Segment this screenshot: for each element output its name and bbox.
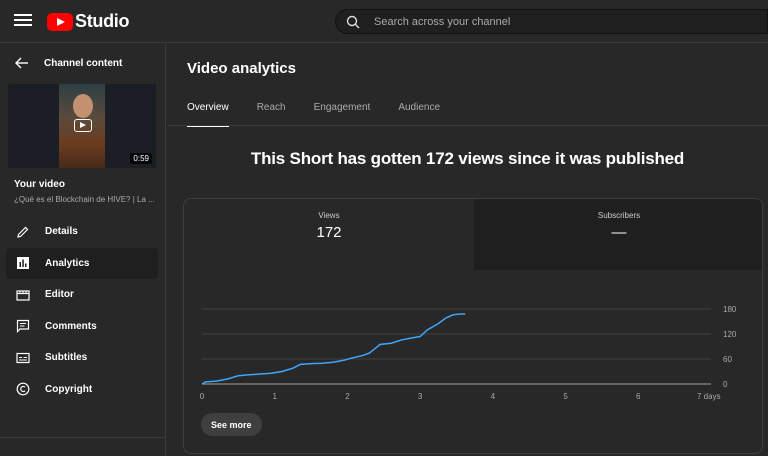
views-line-chart: 0 60 120 180 0 1 2 3 4 5 6 7 days xyxy=(200,305,737,401)
sidebar-item-label: Copyright xyxy=(45,383,93,395)
y-tick-label: 180 xyxy=(723,305,737,314)
back-label: Channel content xyxy=(44,57,123,69)
video-thumbnail[interactable]: 0:59 xyxy=(8,84,156,168)
analytics-tabs: Overview Reach Engagement Audience xyxy=(187,102,468,127)
x-tick-label: 0 xyxy=(200,392,205,401)
studio-logo[interactable]: Studio xyxy=(47,11,129,32)
hamburger-menu-icon[interactable] xyxy=(14,12,32,30)
y-tick-label: 0 xyxy=(723,380,728,389)
play-icon xyxy=(74,119,92,132)
back-to-channel-content[interactable]: Channel content xyxy=(0,50,166,76)
sidebar-item-label: Analytics xyxy=(45,257,90,269)
tab-engagement[interactable]: Engagement xyxy=(313,102,371,113)
metric-label: Views xyxy=(318,211,340,220)
y-tick-label: 60 xyxy=(723,355,732,364)
copyright-icon xyxy=(15,381,31,397)
sidebar-item-label: Subtitles xyxy=(45,352,88,364)
sidebar-divider xyxy=(0,437,166,438)
main-content: Video analytics Overview Reach Engagemen… xyxy=(167,44,768,456)
metric-views-tab[interactable]: Views 172 xyxy=(184,199,474,270)
x-tick-label: 4 xyxy=(491,392,496,401)
x-tick-label: 1 xyxy=(272,392,277,401)
metric-subscribers-tab[interactable]: Subscribers — xyxy=(474,199,762,270)
sidebar-item-analytics[interactable]: Analytics xyxy=(6,247,158,279)
pencil-icon xyxy=(15,224,31,240)
top-bar: Studio xyxy=(0,0,768,43)
metric-value: 172 xyxy=(316,224,342,241)
page-title: Video analytics xyxy=(187,60,296,77)
sidebar-nav: Details Analytics Editor Comments Subtit… xyxy=(6,216,158,405)
tab-reach[interactable]: Reach xyxy=(256,102,286,113)
views-series-line xyxy=(201,313,466,385)
thumbnail-person xyxy=(73,94,93,118)
analytics-icon xyxy=(15,255,31,271)
x-tick-label: 3 xyxy=(418,392,423,401)
sidebar: Channel content 0:59 Your video ¿Qué es … xyxy=(0,44,166,456)
metric-label: Subscribers xyxy=(597,211,641,220)
video-duration: 0:59 xyxy=(130,153,152,164)
video-title: ¿Qué es el Blockchain de HIVE? | La ... xyxy=(14,195,154,204)
back-arrow-icon xyxy=(15,57,28,69)
y-tick-label: 120 xyxy=(723,330,737,339)
search-bar[interactable] xyxy=(335,9,768,34)
sidebar-item-label: Details xyxy=(45,226,78,238)
your-video-heading: Your video xyxy=(14,179,65,190)
tab-audience[interactable]: Audience xyxy=(398,102,441,113)
metric-value: — xyxy=(611,224,627,241)
performance-headline: This Short has gotten 172 views since it… xyxy=(250,149,685,168)
x-tick-label: 5 xyxy=(563,392,568,401)
tabs-divider xyxy=(167,125,768,126)
sidebar-item-comments[interactable]: Comments xyxy=(6,311,158,343)
sidebar-item-subtitles[interactable]: Subtitles xyxy=(6,342,158,374)
sidebar-item-label: Editor xyxy=(45,289,74,301)
sidebar-item-details[interactable]: Details xyxy=(6,216,158,248)
metrics-card: Views 172 Subscribers — 0 60 120 180 0 1 2 3 4 5 6… xyxy=(183,198,763,454)
x-tick-label: 2 xyxy=(345,392,350,401)
search-icon xyxy=(346,15,370,29)
comments-icon xyxy=(15,318,31,334)
sidebar-item-label: Comments xyxy=(45,320,97,332)
tab-overview[interactable]: Overview xyxy=(187,102,229,127)
sidebar-item-copyright[interactable]: Copyright xyxy=(6,374,158,406)
sidebar-item-editor[interactable]: Editor xyxy=(6,279,158,311)
subtitles-icon xyxy=(15,350,31,366)
x-tick-label: 6 xyxy=(636,392,641,401)
see-more-button[interactable]: See more xyxy=(201,413,262,436)
youtube-play-icon xyxy=(47,12,73,31)
search-input[interactable] xyxy=(374,15,754,28)
brand-name: Studio xyxy=(75,11,130,31)
clapperboard-icon xyxy=(15,287,31,303)
x-tick-label: 7 days xyxy=(697,392,721,401)
